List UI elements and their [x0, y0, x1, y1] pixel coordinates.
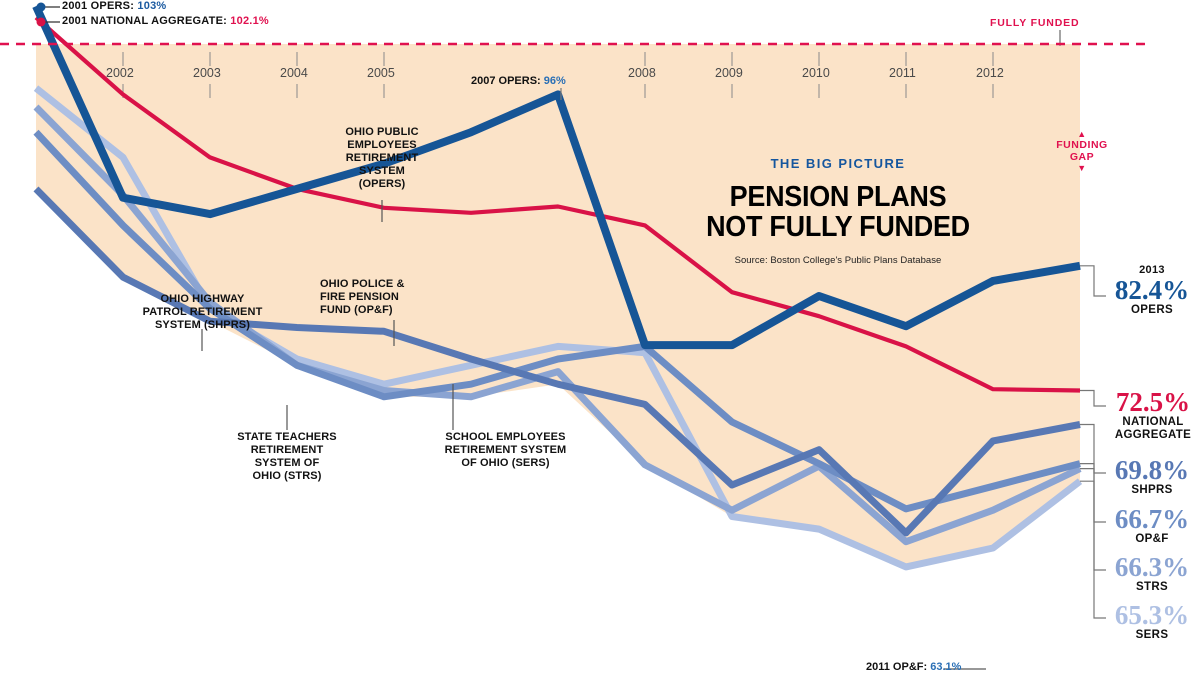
- headline-line1: PENSION PLANS: [729, 181, 947, 213]
- end-label-opf-abbr: OP&F: [1135, 533, 1169, 545]
- callout-2001-national-aggregate: 2001 NATIONAL AGGREGATE: 102.1%: [62, 15, 269, 27]
- kicker: THE BIG PICTURE: [770, 156, 906, 171]
- end-label-national-aggregate-abbr: NATIONAL AGGREGATE: [1114, 416, 1192, 441]
- funding-gap-down-arrow: ▼: [1077, 163, 1087, 173]
- x-axis-tick-2004: 2004: [280, 66, 308, 80]
- end-label-opers-pct: 82.4%: [1114, 275, 1190, 305]
- callout-2011-opf-label: 2011 OP&F:: [866, 661, 931, 673]
- series-line-strs: [33, 104, 1082, 546]
- end-label-national-aggregate-pct: 72.5%: [1115, 387, 1191, 417]
- x-axis-tick-2012: 2012: [976, 66, 1004, 80]
- callout-2007-opers: 2007 OPERS: 96%: [471, 75, 566, 87]
- leader-line: [1080, 468, 1106, 571]
- end-label-shprs-pct: 69.8%: [1114, 455, 1190, 485]
- x-axis-tick-2011: 2011: [889, 66, 916, 80]
- callout-2001-opers-label: 2001 OPERS:: [62, 0, 138, 12]
- series-note-opers: OHIO PUBLIC EMPLOYEES RETIREMENT SYSTEM (OPE…: [345, 126, 419, 190]
- end-label-opf: 66.7% OP&F: [1112, 505, 1192, 546]
- leader-line: [1080, 265, 1106, 297]
- x-axis-tick-2009: 2009: [715, 66, 743, 80]
- funding-gap-line1: FUNDING: [1056, 139, 1108, 151]
- end-label-strs-abbr: STRS: [1135, 581, 1169, 593]
- end-label-opers-year: 2013: [1139, 264, 1165, 276]
- x-axis-tick-2008: 2008: [628, 66, 656, 80]
- series-note-sers: SCHOOL EMPLOYEES RETIREMENT SYSTEM OF OHIO…: [444, 431, 567, 469]
- callout-2001-national-aggregate-label: 2001 NATIONAL AGGREGATE:: [62, 15, 231, 27]
- end-label-opers: 2013 82.4% OPERS: [1112, 264, 1192, 317]
- callout-2007-opers-value: 96%: [543, 75, 566, 87]
- end-label-shprs: 69.8% SHPRS: [1112, 456, 1192, 497]
- end-label-sers-pct: 65.3%: [1114, 600, 1190, 630]
- callout-2007-opers-label: 2007 OPERS:: [471, 75, 544, 87]
- callout-2001-national-aggregate-value: 102.1%: [230, 15, 269, 27]
- end-label-strs-pct: 66.3%: [1114, 552, 1190, 582]
- leader-line: [1080, 463, 1106, 523]
- end-label-opers-abbr: OPERS: [1131, 304, 1173, 316]
- callout-2011-opf-value: 63.1%: [930, 661, 962, 673]
- fully-funded-label: FULLY FUNDED: [990, 17, 1080, 29]
- x-axis-tick-2003: 2003: [193, 66, 221, 80]
- end-label-opf-pct: 66.7%: [1114, 504, 1190, 534]
- end-label-shprs-abbr: SHPRS: [1131, 484, 1173, 496]
- x-axis-tick-2010: 2010: [802, 66, 830, 80]
- x-axis-tick-2002: 2002: [106, 66, 134, 80]
- end-label-sers: 65.3% SERS: [1112, 601, 1192, 642]
- end-label-strs: 66.3% STRS: [1112, 553, 1192, 594]
- leader-line: [1080, 423, 1106, 474]
- source-note: Source: Boston College's Public Plans Da…: [734, 255, 942, 266]
- series-note-opf: OHIO POLICE & FIRE PENSION FUND (OP&F): [320, 278, 405, 316]
- callout-2001-opers-value: 103%: [137, 0, 167, 12]
- series-note-strs: STATE TEACHERS RETIREMENT SYSTEM OF OHIO (S…: [237, 431, 337, 482]
- end-label-national-aggregate: 72.5% NATIONAL AGGREGATE: [1110, 388, 1196, 442]
- end-label-sers-abbr: SERS: [1135, 629, 1169, 641]
- headline-line2: NOT FULLY FUNDED: [706, 211, 970, 243]
- series-line-opers: [32, 4, 1081, 350]
- funding-gap-line2: GAP: [1069, 151, 1095, 163]
- x-axis-tick-2005: 2005: [367, 66, 395, 80]
- leader-line: [1080, 389, 1106, 407]
- callout-2001-opers: 2001 OPERS: 103%: [62, 0, 166, 12]
- series-note-shprs: OHIO HIGHWAY PATROL RETIREMENT SYSTEM (SHP…: [142, 293, 263, 331]
- callout-2011-opf: 2011 OP&F: 63.1%: [866, 661, 961, 673]
- headline-block: THE BIG PICTURE PENSION PLANS NOT FULLY …: [668, 156, 1008, 266]
- series-line-op-f: [33, 129, 1081, 513]
- leader-line: [1080, 480, 1106, 619]
- series-line-national-aggregate: [34, 15, 1081, 393]
- funding-gap-up-arrow: ▲: [1077, 129, 1087, 139]
- headline: PENSION PLANS NOT FULLY FUNDED: [680, 182, 996, 242]
- series-line-shprs: [33, 186, 1081, 537]
- funding-gap-label: ▲ FUNDING GAP ▼: [1052, 129, 1112, 174]
